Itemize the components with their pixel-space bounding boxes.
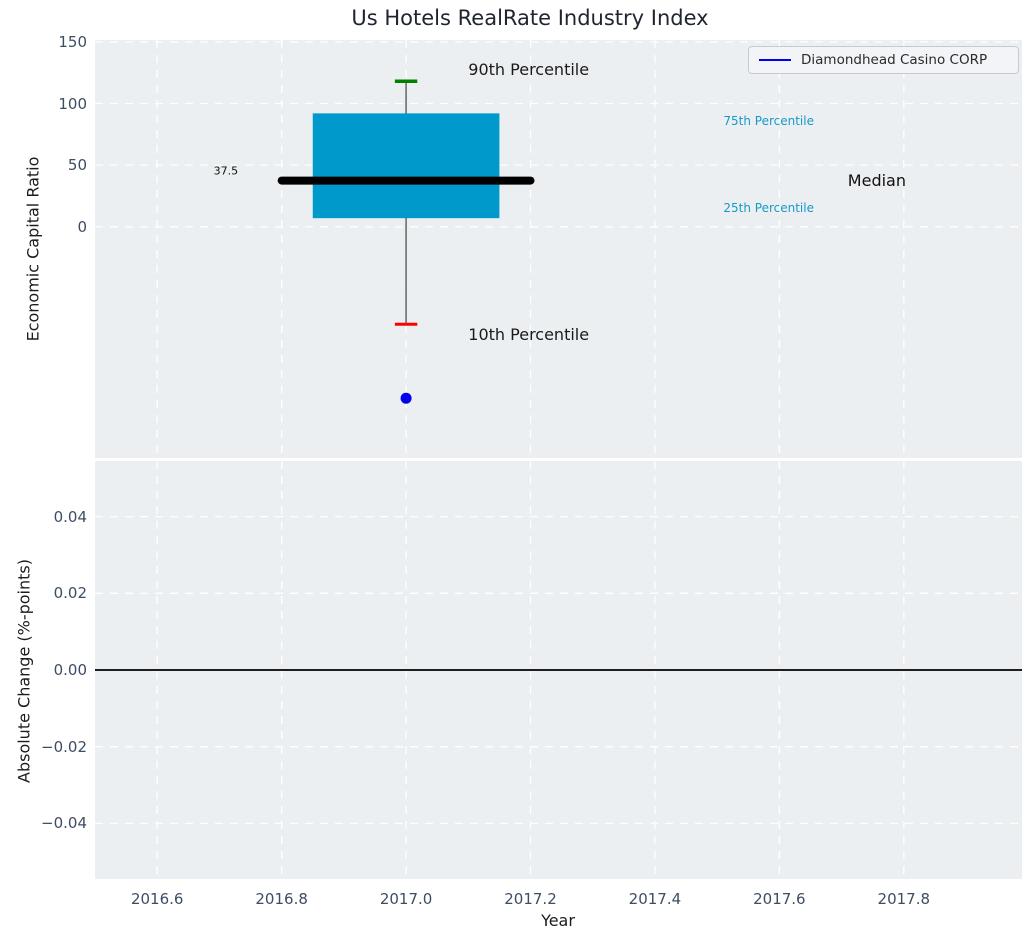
top-plot-area [95, 40, 1022, 458]
y-tick-label-bottom: 0.04 [53, 507, 87, 526]
x-tick-label: 2017.8 [877, 890, 931, 908]
legend: Diamondhead Casino CORP [748, 46, 1019, 74]
y-tick-label-top: 100 [58, 94, 87, 113]
x-tick-label: 2017.0 [379, 890, 433, 908]
annotation-75th-percentile: 75th Percentile [723, 113, 814, 128]
y-tick-label-top: 150 [58, 32, 87, 51]
y-tick-label-top: 50 [67, 156, 87, 175]
legend-line-swatch [759, 59, 791, 61]
x-tick-label: 2017.6 [753, 890, 806, 908]
x-axis-label: Year [541, 911, 575, 930]
y-axis-label-bottom: Absolute Change (%-points) [14, 559, 34, 783]
y-tick-label-top: 0 [77, 217, 87, 236]
y-axis-label-top: Economic Capital Ratio [23, 156, 43, 342]
y-tick-label-bottom: 0.00 [53, 661, 87, 679]
bottom-plot-area [95, 461, 1022, 879]
x-tick-label: 2017.2 [504, 890, 557, 908]
x-tick-label: 2016.8 [255, 890, 308, 908]
annotation-10th-percentile: 10th Percentile [468, 325, 590, 345]
chart-title: Us Hotels RealRate Industry Index [351, 6, 709, 30]
annotation-90th-percentile: 90th Percentile [468, 60, 590, 80]
x-tick-label: 2016.6 [130, 890, 184, 908]
x-tick-label: 2017.4 [628, 890, 682, 908]
y-tick-label-bottom: −0.04 [41, 814, 87, 833]
annotation-37-5: 37.5 [213, 164, 239, 178]
y-tick-label-bottom: 0.02 [53, 584, 87, 603]
annotation-median: Median [847, 170, 906, 190]
annotation-25th-percentile: 25th Percentile [723, 201, 814, 216]
y-tick-label-bottom: −0.02 [41, 737, 87, 756]
legend-label: Diamondhead Casino CORP [801, 52, 988, 68]
